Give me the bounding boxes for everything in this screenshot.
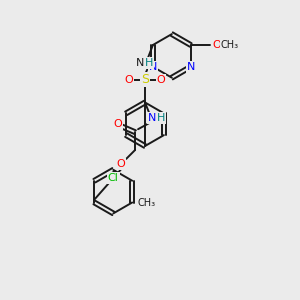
Text: O: O: [113, 119, 122, 129]
Text: Cl: Cl: [108, 173, 119, 183]
Text: H: H: [145, 58, 153, 68]
Text: N: N: [136, 58, 144, 68]
Text: N: N: [149, 62, 157, 72]
Text: CH₃: CH₃: [220, 40, 238, 50]
Text: O: O: [125, 75, 134, 85]
Text: N: N: [187, 62, 195, 72]
Text: O: O: [117, 159, 126, 169]
Text: CH₃: CH₃: [137, 197, 155, 208]
Text: H: H: [157, 113, 165, 123]
Text: N: N: [148, 113, 156, 123]
Text: O: O: [212, 40, 221, 50]
Text: S: S: [141, 73, 149, 86]
Text: O: O: [157, 75, 165, 85]
